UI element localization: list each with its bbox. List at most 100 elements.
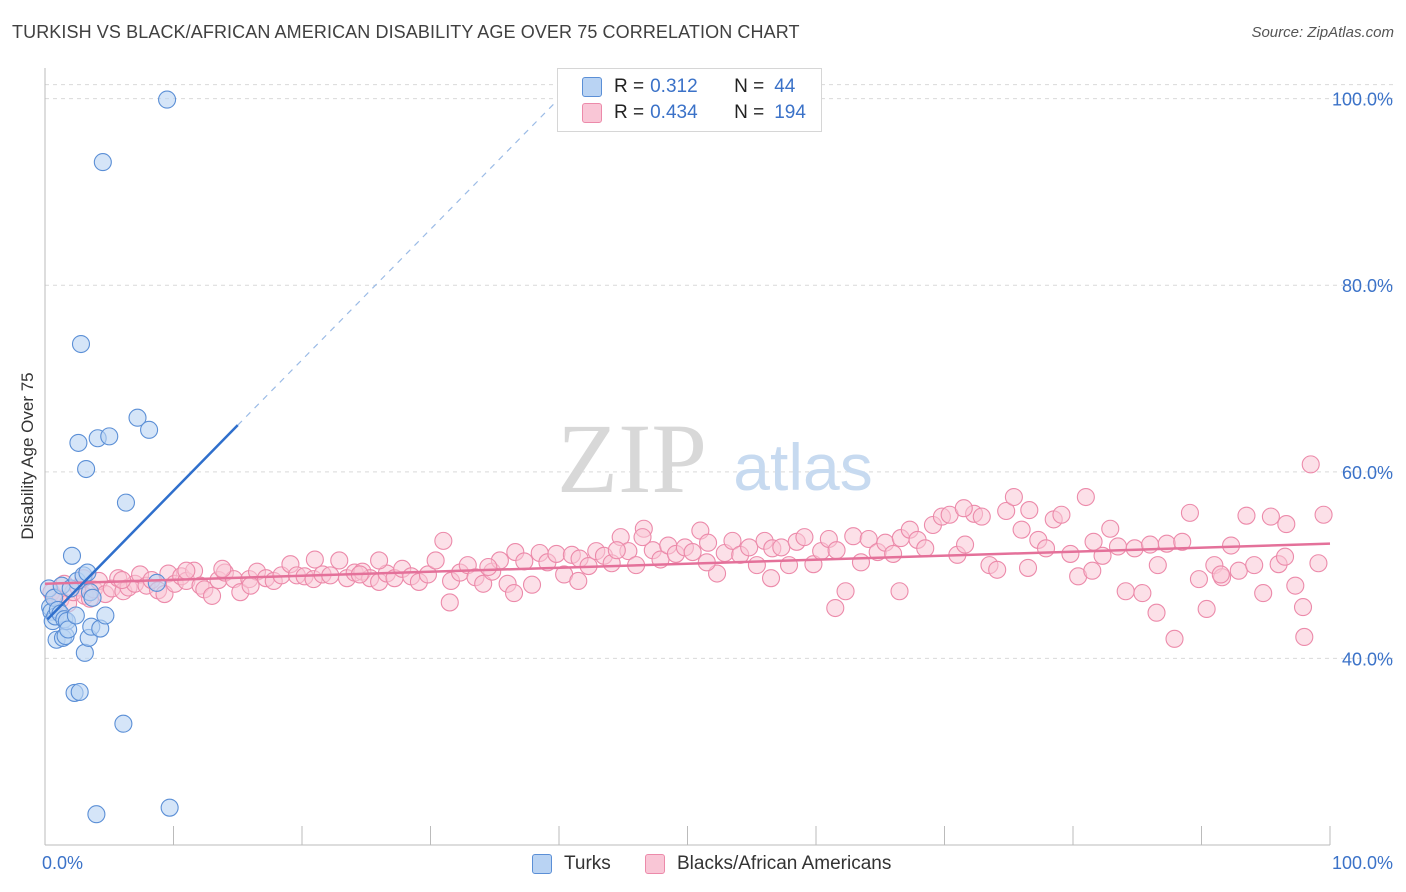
x-tick-label: 100.0% xyxy=(1332,853,1393,873)
data-point-blacks xyxy=(1148,556,1167,575)
data-point-blacks xyxy=(1237,506,1256,525)
data-point-blacks xyxy=(1076,487,1095,507)
data-point-blacks xyxy=(972,507,991,526)
watermark: ZIP atlas xyxy=(557,403,873,514)
data-point-blacks xyxy=(1189,570,1208,589)
data-point-blacks xyxy=(890,582,909,601)
data-point-blacks xyxy=(740,538,759,557)
y-axis-label: Disability Age Over 75 xyxy=(18,372,37,540)
legend-row-blacks: R = 0.434 N = 194 xyxy=(582,101,806,125)
data-point-blacks xyxy=(203,586,222,605)
data-point-turks xyxy=(116,493,136,512)
trend-line-turks-extension xyxy=(237,98,560,426)
trend-lines xyxy=(44,98,1331,621)
data-point-turks xyxy=(158,90,177,109)
bottom-blacks-swatch xyxy=(645,854,665,874)
watermark-atlas: atlas xyxy=(733,430,872,504)
data-point-turks xyxy=(128,408,147,427)
data-point-blacks xyxy=(1293,598,1313,617)
data-point-blacks xyxy=(1012,520,1031,539)
data-point-turks xyxy=(77,459,96,479)
data-point-blacks xyxy=(1116,582,1135,601)
data-point-blacks xyxy=(177,561,196,580)
data-point-turks xyxy=(96,606,115,625)
turks-r-label: R = xyxy=(614,76,645,97)
y-tick-label: 100.0% xyxy=(1332,90,1393,110)
data-point-blacks xyxy=(916,539,935,558)
data-point-blacks xyxy=(1286,576,1305,595)
data-point-blacks xyxy=(426,551,445,570)
series-turks xyxy=(39,90,179,824)
data-point-blacks xyxy=(370,551,389,570)
data-point-blacks xyxy=(1083,561,1102,580)
data-point-turks xyxy=(93,153,112,172)
data-point-turks xyxy=(59,620,78,639)
data-point-turks xyxy=(66,606,85,625)
data-point-blacks xyxy=(954,499,973,518)
data-point-blacks xyxy=(851,553,871,572)
data-point-turks xyxy=(62,546,82,565)
data-point-blacks xyxy=(241,576,260,595)
data-point-blacks xyxy=(1108,537,1128,556)
data-point-blacks xyxy=(1018,558,1038,577)
data-point-blacks xyxy=(1165,629,1184,648)
data-point-blacks xyxy=(826,598,845,618)
data-point-blacks xyxy=(1173,532,1192,551)
data-point-blacks xyxy=(607,541,626,560)
data-point-turks xyxy=(70,682,89,702)
chart-title: TURKISH VS BLACK/AFRICAN AMERICAN DISABI… xyxy=(12,22,800,42)
turks-r-value: 0.312 xyxy=(650,76,698,97)
data-point-blacks xyxy=(884,544,903,563)
data-point-blacks xyxy=(699,533,718,552)
blacks-swatch xyxy=(582,103,602,123)
data-point-blacks xyxy=(547,544,566,563)
legend-row-turks: R = 0.312 N = 44 xyxy=(582,75,795,99)
bottom-legend-blacks: Blacks/African Americans xyxy=(645,852,891,876)
data-point-blacks xyxy=(1275,547,1295,566)
turks-n-value: 44 xyxy=(774,76,796,97)
data-point-blacks xyxy=(1301,455,1320,474)
data-point-blacks xyxy=(504,584,524,603)
data-point-turks xyxy=(78,563,97,582)
data-point-blacks xyxy=(1197,599,1216,619)
blacks-r-value: 0.434 xyxy=(650,102,698,123)
data-point-blacks xyxy=(844,527,863,546)
data-point-blacks xyxy=(569,571,588,591)
data-point-blacks xyxy=(836,582,855,601)
turks-swatch xyxy=(582,77,602,97)
data-point-blacks xyxy=(1309,554,1328,573)
source-note: Source: ZipAtlas.com xyxy=(1251,24,1394,41)
data-point-blacks xyxy=(1180,503,1199,522)
data-point-blacks xyxy=(633,528,652,547)
data-point-blacks xyxy=(772,538,791,557)
tick-labels: 40.0% 60.0% 80.0% 100.0% 0.0% 100.0% xyxy=(42,90,1393,873)
data-point-blacks xyxy=(1061,544,1080,563)
data-point-blacks xyxy=(708,564,727,583)
data-point-blacks xyxy=(1020,501,1039,520)
data-point-blacks xyxy=(723,531,742,550)
correlation-legend: R = 0.312 N = 44 R = 0.434 N = 194 xyxy=(557,68,822,132)
data-point-blacks xyxy=(1052,505,1071,524)
axes xyxy=(44,68,1331,846)
data-point-blacks xyxy=(515,552,534,571)
y-tick-label: 60.0% xyxy=(1342,463,1393,483)
data-point-turks xyxy=(147,573,166,592)
data-point-blacks xyxy=(827,541,846,560)
data-point-blacks xyxy=(997,501,1016,521)
data-point-blacks xyxy=(1261,507,1280,526)
data-point-blacks xyxy=(1147,603,1166,622)
data-point-turks xyxy=(87,805,106,824)
data-point-turks xyxy=(69,433,88,452)
data-point-blacks xyxy=(330,551,349,570)
data-point-blacks xyxy=(1254,584,1273,603)
trend-line-blacks xyxy=(44,542,1331,586)
data-point-blacks xyxy=(1277,515,1296,534)
data-point-turks xyxy=(114,714,133,733)
trend-line-turks xyxy=(46,424,239,621)
data-point-blacks xyxy=(479,557,498,577)
data-point-blacks xyxy=(305,550,324,569)
blacks-r-label: R = xyxy=(614,102,645,123)
data-point-turks xyxy=(71,334,91,354)
blacks-n-label: N = xyxy=(734,102,765,123)
